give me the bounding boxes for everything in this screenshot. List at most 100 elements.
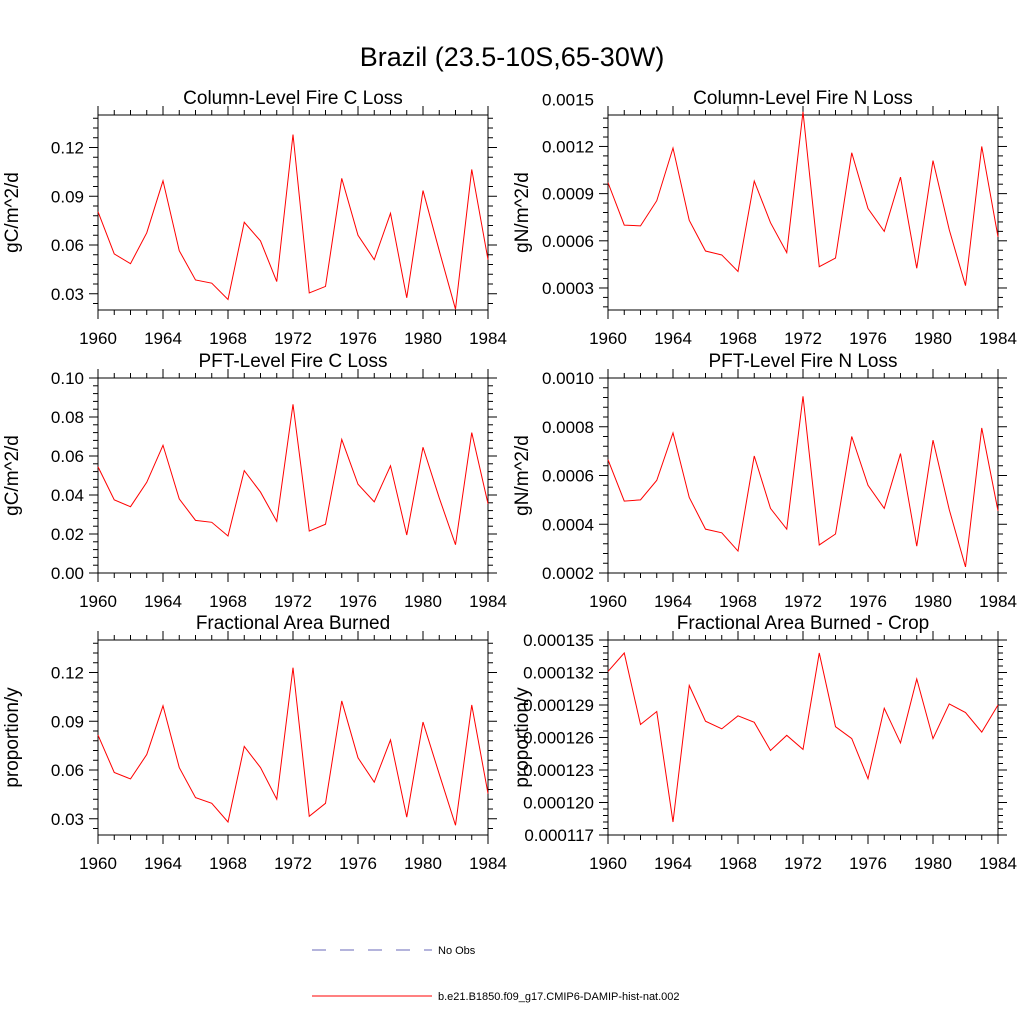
x-tick-label: 1960: [79, 854, 117, 873]
x-tick-label: 1960: [79, 329, 117, 348]
x-tick-label: 1964: [654, 854, 692, 873]
y-tick-label: 0.02: [51, 525, 84, 544]
x-tick-label: 1968: [719, 329, 757, 348]
panel-title: Fractional Area Burned - Crop: [677, 613, 929, 634]
x-tick-label: 1960: [589, 329, 627, 348]
y-axis-label: gC/m^2/d: [2, 172, 23, 253]
y-axis-label: proportion/y: [2, 687, 23, 788]
x-tick-label: 1972: [784, 592, 822, 611]
series-line: [607, 111, 999, 286]
y-tick-label: 0.09: [51, 187, 84, 206]
legend-label: b.e21.B1850.f09_g17.CMIP6-DAMIP-hist-nat…: [438, 991, 680, 1003]
y-tick-label: 0.0002: [542, 564, 594, 583]
series-line: [607, 396, 999, 568]
y-tick-label: 0.000135: [523, 631, 594, 650]
y-tick-label: 0.000126: [523, 729, 594, 748]
y-tick-label: 0.08: [51, 408, 84, 427]
panels: Column-Level Fire C Loss gC/m^2/d 1960 1964…: [2, 88, 1017, 873]
panel-title: PFT-Level Fire N Loss: [709, 351, 898, 372]
x-tick-label: 1984: [469, 592, 507, 611]
y-tick-label: 0.04: [51, 486, 84, 505]
y-tick-label: 0.06: [51, 761, 84, 780]
x-tick-label: 1972: [274, 329, 312, 348]
panel-title: Column-Level Fire N Loss: [693, 88, 913, 109]
x-tick-label: 1976: [849, 854, 887, 873]
x-tick-label: 1960: [589, 592, 627, 611]
x-tick-label: 1960: [589, 854, 627, 873]
figure-title: Brazil (23.5-10S,65-30W): [360, 42, 665, 72]
panel-1: Column-Level Fire C Loss gC/m^2/d 1960 1964…: [2, 88, 507, 348]
y-tick-label: 0.09: [51, 712, 84, 731]
panel-4: PFT-Level Fire N Loss gN/m^2/d 1960 1964 196…: [512, 351, 1017, 611]
y-tick-label: 0.03: [51, 285, 84, 304]
x-tick-label: 1984: [979, 854, 1017, 873]
x-tick-label: 1964: [144, 854, 182, 873]
panel-title: Fractional Area Burned: [196, 613, 390, 634]
x-tick-label: 1964: [144, 592, 182, 611]
y-tick-label: 0.12: [51, 664, 84, 683]
x-tick-label: 1980: [914, 854, 952, 873]
plot-frame: [607, 114, 999, 311]
y-tick-label: 0.10: [51, 369, 84, 388]
y-tick-label: 0.0006: [542, 232, 594, 251]
series-line: [607, 651, 999, 823]
x-tick-label: 1980: [914, 592, 952, 611]
y-tick-label: 0.000117: [524, 826, 594, 845]
plot-frame: [607, 377, 999, 574]
y-tick-label: 0.0006: [542, 467, 594, 486]
x-tick-label: 1964: [144, 329, 182, 348]
x-tick-label: 1980: [914, 329, 952, 348]
x-tick-label: 1980: [404, 329, 442, 348]
y-tick-label: 0.0010: [542, 369, 594, 388]
panel-3: PFT-Level Fire C Loss gC/m^2/d 1960 1964 196…: [2, 351, 507, 611]
y-tick-label: 0.06: [51, 447, 84, 466]
panel-2: Column-Level Fire N Loss gN/m^2/d 1960 1964…: [512, 88, 1017, 348]
plot-frame: [97, 114, 489, 311]
x-tick-label: 1968: [719, 592, 757, 611]
x-tick-label: 1976: [339, 329, 377, 348]
y-tick-label: 0.0004: [542, 515, 594, 534]
panel-6: Fractional Area Burned - Crop proportion/…: [512, 613, 1017, 873]
x-tick-label: 1972: [274, 854, 312, 873]
x-tick-label: 1976: [849, 329, 887, 348]
x-tick-label: 1980: [404, 592, 442, 611]
y-tick-label: 0.0012: [542, 137, 594, 156]
y-tick-label: 0.00: [51, 564, 84, 583]
x-tick-label: 1976: [339, 854, 377, 873]
x-tick-label: 1964: [654, 592, 692, 611]
y-axis-label: gC/m^2/d: [2, 435, 23, 516]
y-axis-label: proportion/y: [512, 687, 533, 788]
y-tick-label: 0.000120: [523, 794, 594, 813]
x-tick-label: 1972: [274, 592, 312, 611]
y-tick-label: 0.0008: [542, 418, 594, 437]
y-tick-label: 0.12: [51, 139, 84, 158]
y-axis-label: gN/m^2/d: [512, 435, 533, 516]
plot-frame: [607, 639, 999, 836]
x-tick-label: 1972: [784, 854, 822, 873]
y-tick-label: 0.0009: [542, 185, 594, 204]
x-tick-label: 1984: [469, 329, 507, 348]
x-tick-label: 1972: [784, 329, 822, 348]
x-tick-label: 1984: [469, 854, 507, 873]
x-tick-label: 1968: [209, 854, 247, 873]
legend: No Obs b.e21.B1850.f09_g17.CMIP6-DAMIP-hi…: [312, 945, 680, 1003]
x-tick-label: 1968: [719, 854, 757, 873]
x-tick-label: 1968: [209, 329, 247, 348]
panel-title: Column-Level Fire C Loss: [183, 88, 403, 109]
panel-5: Fractional Area Burned proportion/y 1960 19…: [2, 613, 507, 873]
x-tick-label: 1964: [654, 329, 692, 348]
y-tick-label: 0.0015: [542, 90, 594, 109]
x-tick-label: 1976: [849, 592, 887, 611]
y-tick-label: 0.06: [51, 236, 84, 255]
y-tick-label: 0.000123: [523, 761, 594, 780]
y-axis-label: gN/m^2/d: [512, 172, 533, 253]
series-line: [97, 667, 489, 826]
series-line: [97, 404, 489, 545]
legend-label: No Obs: [438, 945, 476, 957]
x-tick-label: 1980: [404, 854, 442, 873]
y-tick-label: 0.03: [51, 810, 84, 829]
x-tick-label: 1960: [79, 592, 117, 611]
x-tick-label: 1968: [209, 592, 247, 611]
x-tick-label: 1984: [979, 592, 1017, 611]
